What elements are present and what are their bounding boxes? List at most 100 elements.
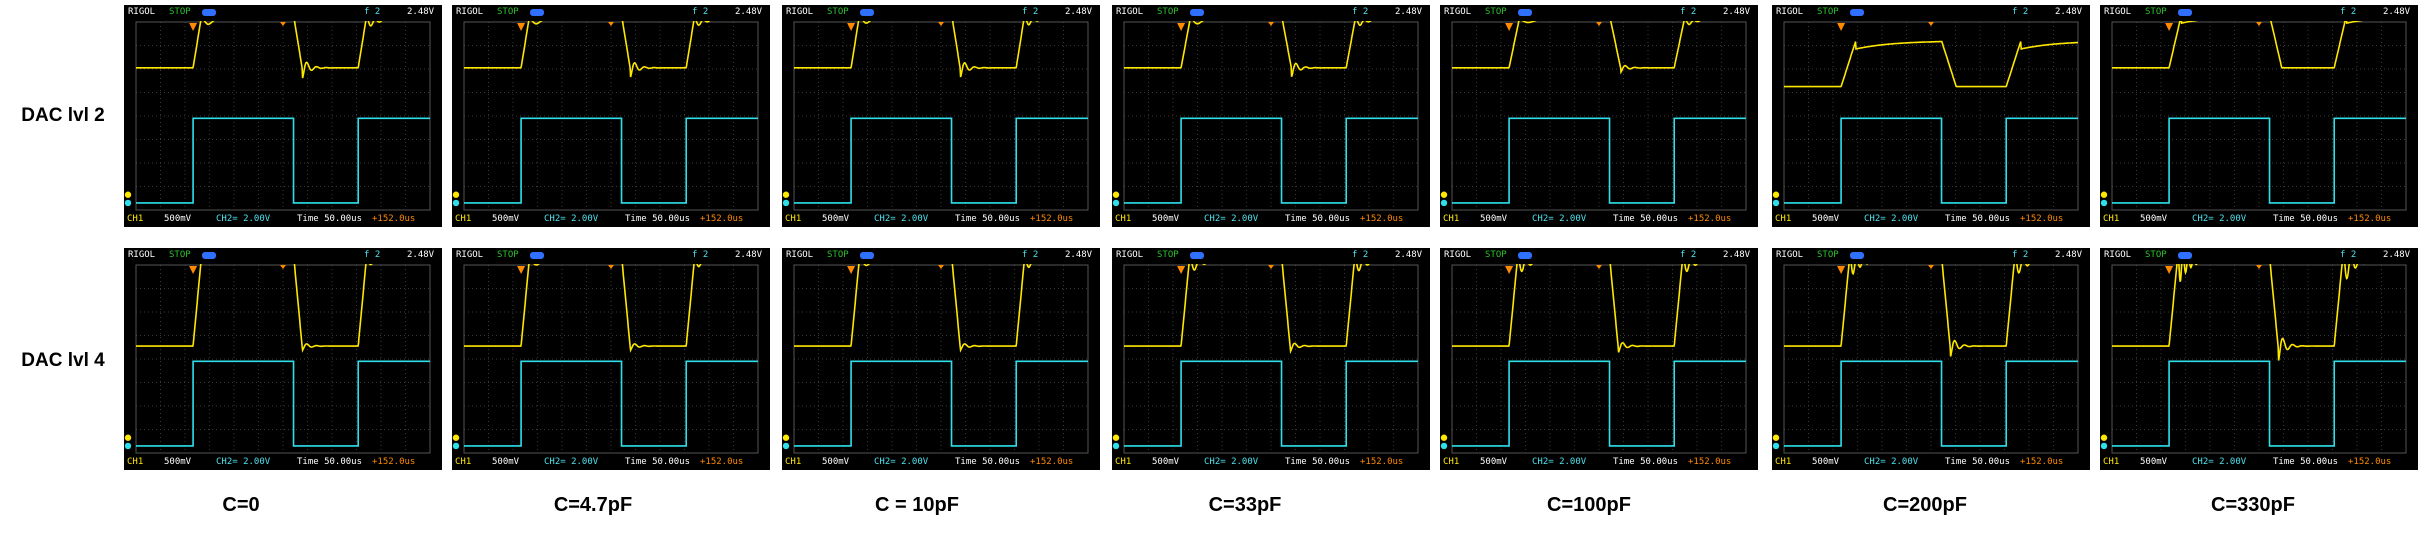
run-status: STOP xyxy=(1485,250,1507,260)
ch1-ground-marker xyxy=(2100,434,2108,441)
scope-screen: RIGOL STOP f 2 2.48V CH1 500mV CH2= 2.00V Time … xyxy=(1440,248,1758,470)
scope-bottom-bar: CH1 500mV CH2= 2.00V Time 50.00us +152.0us xyxy=(1772,455,2090,470)
memory-depth-icon xyxy=(1850,252,1864,259)
scope-status-bar: RIGOL STOP f 2 2.48V xyxy=(782,5,1100,21)
ch1-label: CH1 xyxy=(1115,457,1132,467)
horizontal-offset: +152.0us xyxy=(372,214,416,224)
scope-grid xyxy=(1123,21,1419,211)
trigger-channel: 2 xyxy=(374,7,381,17)
horizontal-offset: +152.0us xyxy=(372,457,416,467)
trigger-position-marker xyxy=(1177,23,1186,31)
ch1-label: CH1 xyxy=(1775,457,1792,467)
ch1-label: CH1 xyxy=(2103,214,2120,224)
ch2-scale: CH2= 2.00V xyxy=(1532,457,1587,467)
trigger-symbol: f xyxy=(1022,7,1028,17)
ch1-ground-marker xyxy=(452,191,460,198)
scope-plot xyxy=(782,13,1089,211)
ch1-scale: 500mV xyxy=(492,214,520,224)
brand-label: RIGOL xyxy=(786,7,814,17)
trigger-position-marker xyxy=(517,23,526,31)
horizontal-offset: +152.0us xyxy=(1030,214,1074,224)
trigger-icon: f 2 xyxy=(364,7,380,18)
ch1-label: CH1 xyxy=(1443,457,1460,467)
ch1-scale: 500mV xyxy=(822,457,850,467)
row-label-dac-lvl-4: DAC lvl 4 xyxy=(21,350,105,371)
scope-status-bar: RIGOL STOP f 2 2.48V xyxy=(124,5,442,21)
ch2-scale: CH2= 2.00V xyxy=(544,457,599,467)
trigger-level: 2.48V xyxy=(2383,250,2411,260)
scope-plot xyxy=(452,14,759,211)
horizontal-offset: +152.0us xyxy=(1688,457,1732,467)
trigger-symbol: f xyxy=(2012,7,2018,17)
ch1-ground-marker xyxy=(124,191,132,198)
trigger-icon: f 2 xyxy=(692,250,708,261)
brand-label: RIGOL xyxy=(128,250,156,260)
timebase: Time 50.00us xyxy=(1285,214,1351,224)
memory-depth-icon xyxy=(530,9,544,16)
timebase: Time 50.00us xyxy=(955,214,1021,224)
memory-depth-icon xyxy=(530,252,544,259)
column-label-c10pf: C = 10pF xyxy=(875,494,959,516)
trigger-channel: 2 xyxy=(1362,250,1369,260)
trigger-level: 2.48V xyxy=(2055,7,2083,17)
center-marker xyxy=(1928,265,1934,269)
ch1-label: CH1 xyxy=(1443,214,1460,224)
trigger-symbol: f xyxy=(1352,7,1358,17)
brand-label: RIGOL xyxy=(2104,250,2132,260)
run-status: STOP xyxy=(1817,7,1839,17)
ch2-ground-marker xyxy=(1440,199,1448,207)
scope-grid xyxy=(135,264,431,454)
scope-plot xyxy=(2100,14,2407,211)
ch1-label: CH1 xyxy=(1115,214,1132,224)
scope-plot xyxy=(2100,248,2407,454)
scope-status-bar: RIGOL STOP f 2 2.48V xyxy=(2100,5,2418,21)
timebase: Time 50.00us xyxy=(625,457,691,467)
ch2-trace xyxy=(1452,360,1746,447)
ch2-scale: CH2= 2.00V xyxy=(2192,214,2247,224)
run-status: STOP xyxy=(169,7,191,17)
trigger-level: 2.48V xyxy=(1395,7,1423,17)
ch1-label: CH1 xyxy=(455,214,472,224)
center-marker xyxy=(1268,22,1274,26)
ch1-scale: 500mV xyxy=(1812,214,1840,224)
trigger-position-marker xyxy=(1505,266,1514,274)
column-label-c4-7pf: C=4.7pF xyxy=(553,494,633,516)
scope-bottom-bar: CH1 500mV CH2= 2.00V Time 50.00us +152.0us xyxy=(1772,212,2090,227)
column-label-c0: C=0 xyxy=(222,494,260,516)
trigger-symbol: f xyxy=(692,7,698,17)
horizontal-offset: +152.0us xyxy=(1030,457,1074,467)
scope-screen: RIGOL STOP f 2 2.48V CH1 500mV CH2= 2.00V Time … xyxy=(1772,5,2090,227)
trigger-icon: f 2 xyxy=(1680,250,1696,261)
trigger-channel: 2 xyxy=(1362,7,1369,17)
trigger-level: 2.48V xyxy=(2055,250,2083,260)
horizontal-offset: +152.0us xyxy=(700,214,744,224)
timebase: Time 50.00us xyxy=(1613,214,1679,224)
ch2-ground-marker xyxy=(782,442,790,450)
timebase: Time 50.00us xyxy=(1945,214,2011,224)
scope-status-bar: RIGOL STOP f 2 2.48V xyxy=(1772,5,2090,21)
trigger-channel: 2 xyxy=(1690,250,1697,260)
trigger-channel: 2 xyxy=(1032,250,1039,260)
scope-screen: RIGOL STOP f 2 2.48V CH1 500mV CH2= 2.00V Time … xyxy=(124,248,442,470)
ch2-scale: CH2= 2.00V xyxy=(216,457,271,467)
trigger-symbol: f xyxy=(1022,250,1028,260)
trigger-icon: f 2 xyxy=(364,250,380,261)
center-marker xyxy=(2256,265,2262,269)
scope-plot xyxy=(1440,252,1747,454)
ch2-ground-marker xyxy=(124,442,132,450)
trigger-level: 2.48V xyxy=(2383,7,2411,17)
scope-status-bar: RIGOL STOP f 2 2.48V xyxy=(1772,248,2090,264)
ch2-ground-marker xyxy=(1440,442,1448,450)
column-label-c200pf: C=200pF xyxy=(1883,494,1967,516)
trigger-position-marker xyxy=(847,266,856,274)
scope-status-bar: RIGOL STOP f 2 2.48V xyxy=(2100,248,2418,264)
column-label-c330pf: C=330pF xyxy=(2211,494,2295,516)
run-status: STOP xyxy=(497,7,519,17)
trigger-position-marker xyxy=(1837,23,1846,31)
memory-depth-icon xyxy=(1518,9,1532,16)
brand-label: RIGOL xyxy=(1776,250,1804,260)
trigger-level: 2.48V xyxy=(1395,250,1423,260)
trigger-icon: f 2 xyxy=(1680,7,1696,18)
run-status: STOP xyxy=(1157,7,1179,17)
ch1-scale: 500mV xyxy=(492,457,520,467)
